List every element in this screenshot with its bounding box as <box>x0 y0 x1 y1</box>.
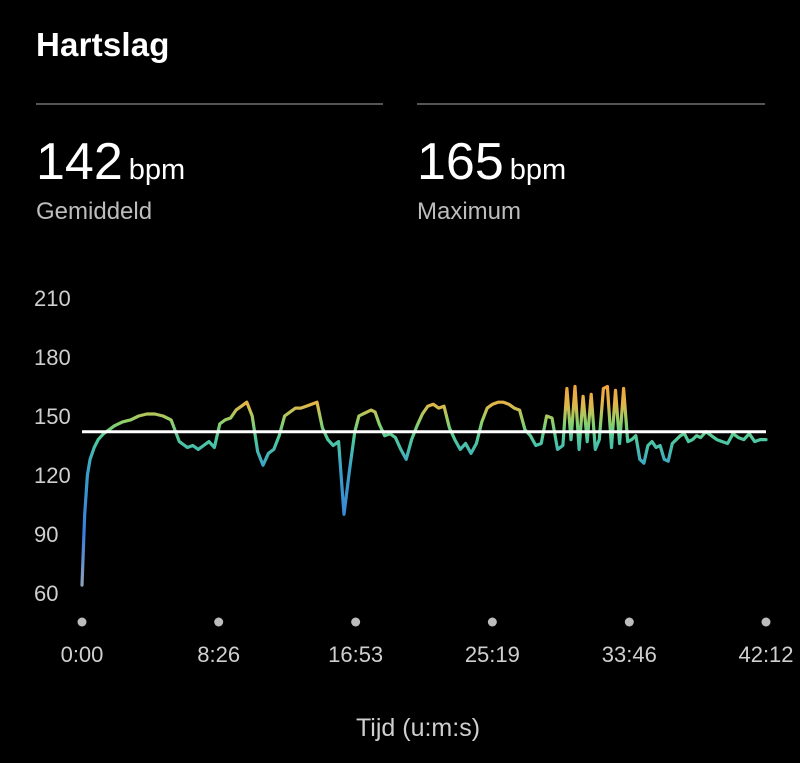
y-tick-label: 210 <box>34 286 71 311</box>
y-tick-label: 180 <box>34 345 71 370</box>
average-label: Gemiddeld <box>36 198 153 225</box>
average-unit: bpm <box>128 154 186 186</box>
y-tick-label: 90 <box>34 522 58 547</box>
x-tick-label: 42:12 <box>738 642 793 667</box>
x-tick-dot <box>487 617 497 627</box>
x-tick-label: 25:19 <box>465 642 520 667</box>
heart-rate-chart: 60 90 120 150 180 210 0:00 8:26 16:53 25:19 33:46… <box>34 286 794 667</box>
x-tick-label: 16:53 <box>328 642 383 667</box>
x-tick-dot <box>624 617 634 627</box>
y-axis-ticks: 60 90 120 150 180 210 <box>34 286 71 606</box>
x-axis-label: Tijd (u:m:s) <box>355 714 481 742</box>
heart-rate-line <box>80 384 768 587</box>
x-tick-label: 0:00 <box>61 642 104 667</box>
x-tick-label: 33:46 <box>602 642 657 667</box>
x-tick-dot <box>351 617 361 627</box>
x-tick-dot <box>761 617 771 627</box>
maximum-label: Maximum <box>417 198 522 225</box>
maximum-value: 165 <box>417 133 504 191</box>
y-tick-label: 120 <box>34 463 71 488</box>
x-tick-label: 8:26 <box>197 642 240 667</box>
divider-right <box>417 103 765 105</box>
divider-left <box>36 103 383 105</box>
y-tick-label: 150 <box>34 404 71 429</box>
x-tick-dot <box>214 617 224 627</box>
maximum-unit: bpm <box>509 154 567 186</box>
x-axis-ticks: 0:00 8:26 16:53 25:19 33:46 42:12 <box>61 617 794 667</box>
average-value: 142 <box>36 133 123 191</box>
maximum-stat: 165 bpm Maximum <box>417 132 566 226</box>
page-title: Hartslag <box>36 26 170 63</box>
average-stat: 142 bpm Gemiddeld <box>36 132 185 226</box>
x-tick-dot <box>77 617 87 627</box>
y-tick-label: 60 <box>34 581 58 606</box>
